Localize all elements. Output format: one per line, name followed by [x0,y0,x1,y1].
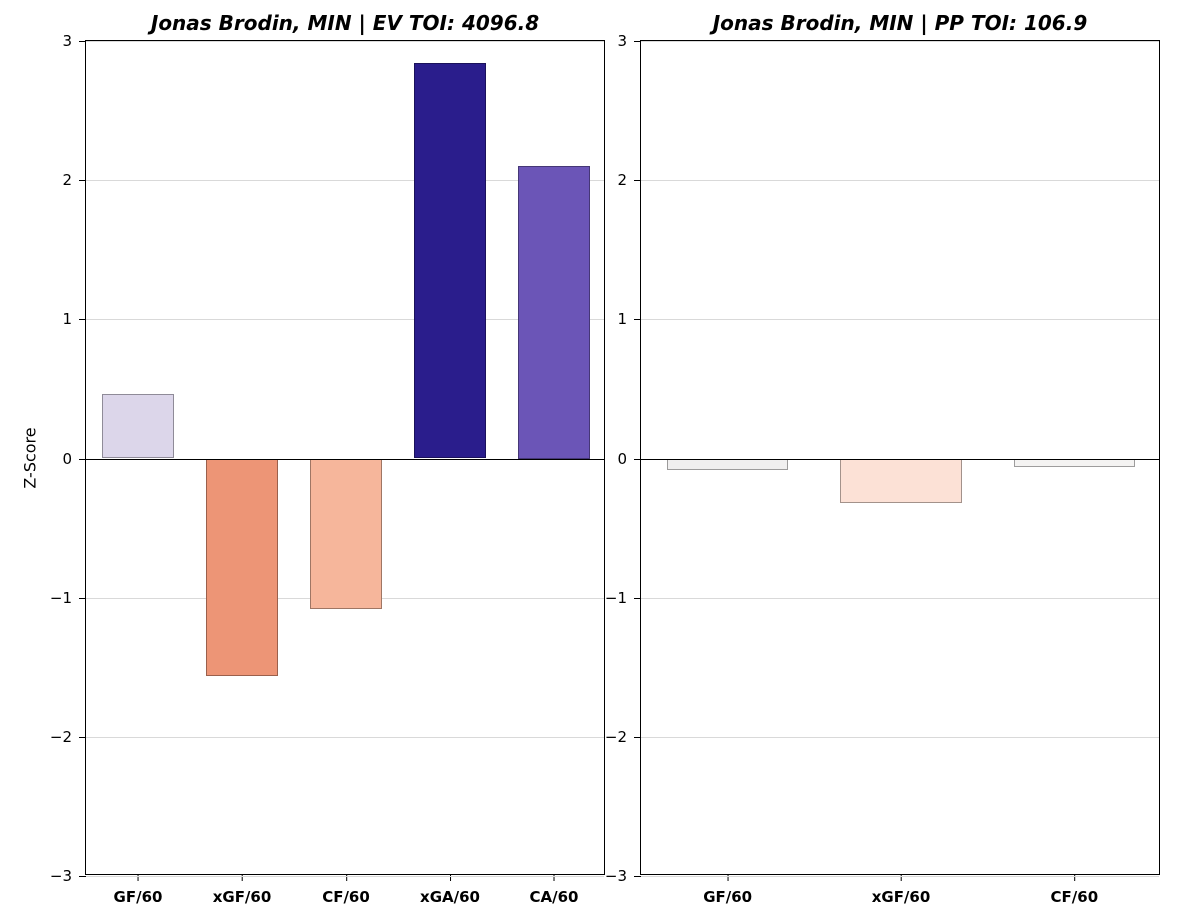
panel-title-left: Jonas Brodin, MIN | EV TOI: 4096.8 [86,11,604,35]
xtick-label: CF/60 [1051,874,1099,906]
bar-xGA-60 [414,63,487,458]
bar-CF-60 [310,459,383,609]
xtick-label: GF/60 [114,874,163,906]
zero-line [86,459,604,461]
gridline [641,598,1159,599]
gridline [641,737,1159,738]
bar-xGF-60 [206,459,279,676]
ytick-label: 3 [62,32,86,50]
ytick-label: 2 [617,171,641,189]
ytick-label: 1 [62,310,86,328]
gridline [86,876,604,877]
ytick-label: −2 [605,728,641,746]
ytick-label: −1 [50,589,86,607]
figure: Jonas Brodin, MIN | EV TOI: 4096.8 −3 −2 −1… [0,0,1200,919]
y-axis-label: Z-Score [21,427,40,488]
ytick-label: 0 [62,450,86,468]
ytick-label: 0 [617,450,641,468]
bar-GF-60 [667,459,788,470]
xtick-label: CA/60 [530,874,579,906]
panel-title-right: Jonas Brodin, MIN | PP TOI: 106.9 [641,11,1159,35]
ytick-label: −1 [605,589,641,607]
gridline [641,41,1159,42]
xtick-label: xGF/60 [213,874,272,906]
ytick-label: −3 [605,867,641,885]
xtick-label: GF/60 [703,874,752,906]
gridline [641,876,1159,877]
panel-right: Jonas Brodin, MIN | PP TOI: 106.9−3−2−10… [640,40,1160,875]
ytick-label: 1 [617,310,641,328]
ytick-label: 3 [617,32,641,50]
xtick-label: xGA/60 [420,874,480,906]
gridline [641,180,1159,181]
ytick-label: 2 [62,171,86,189]
gridline [86,737,604,738]
bar-GF-60 [102,394,175,458]
ytick-label: −3 [50,867,86,885]
bar-xGF-60 [840,459,961,504]
panel-left: Jonas Brodin, MIN | EV TOI: 4096.8−3−2−1… [85,40,605,875]
bar-CA-60 [518,166,591,458]
xtick-label: CF/60 [322,874,370,906]
zero-line [641,459,1159,461]
gridline [86,41,604,42]
xtick-label: xGF/60 [872,874,931,906]
ytick-label: −2 [50,728,86,746]
gridline [641,319,1159,320]
